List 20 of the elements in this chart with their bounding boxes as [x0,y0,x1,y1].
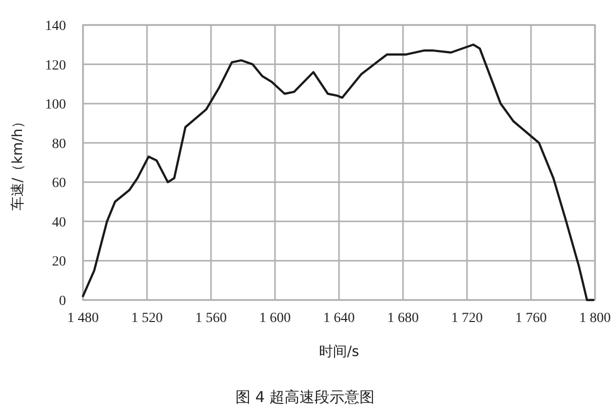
y-tick-label: 40 [52,215,66,230]
y-tick-label: 100 [45,98,66,113]
x-tick-label: 1 680 [387,311,419,326]
x-axis-title: 时间/s [318,344,360,360]
y-tick-label: 140 [45,19,66,34]
y-tick-label: 80 [52,136,66,152]
x-tick-label: 1 560 [195,311,227,326]
x-tick-label: 1 800 [579,311,611,326]
caption: 图 4 超高速段示意图 [235,388,375,406]
y-tick-label: 60 [52,176,66,192]
y-tick-label: 20 [52,254,66,270]
x-tick-label: 1 720 [451,311,483,326]
x-tick-label: 1 520 [131,311,163,326]
y-axis-title: 车速/（km/h） [10,114,26,211]
x-tick-label: 1 640 [323,311,355,326]
x-tick-label: 1 760 [515,311,547,326]
y-tick-label: 120 [45,58,66,74]
x-tick-label: 1 480 [67,311,99,326]
y-tick-label: 0 [59,294,66,309]
x-tick-label: 1 600 [259,311,291,326]
